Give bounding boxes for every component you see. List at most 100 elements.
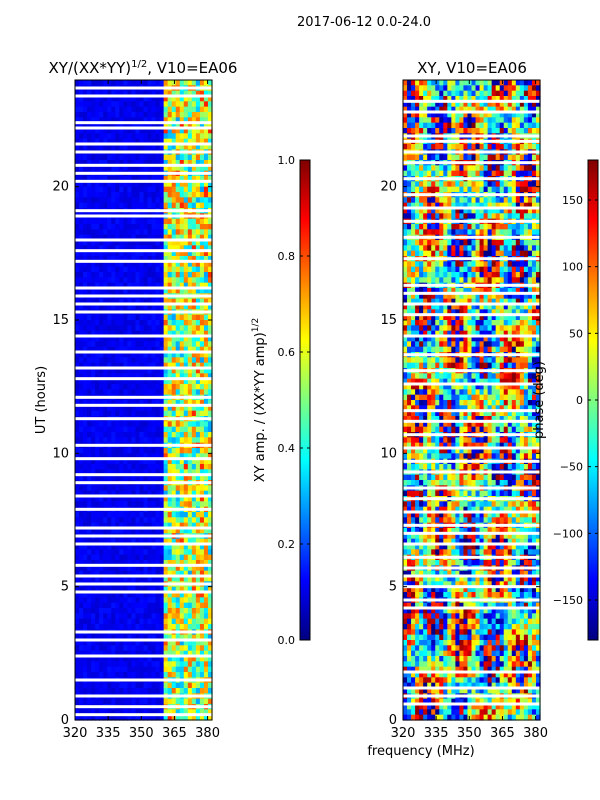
heatmap-cell [183,346,189,353]
heatmap-cell [135,176,141,182]
heatmap-cell [127,474,133,481]
heatmap-cell [75,682,80,689]
heatmap-cell [471,170,477,177]
heatmap-cell [155,176,161,182]
heatmap-cell [207,469,213,476]
heatmap-cell [91,96,96,102]
heatmap-cell [175,666,181,673]
heatmap-cell [187,234,193,241]
heatmap-cell [511,85,517,92]
heatmap-cell [103,490,108,497]
heatmap-cell [155,565,161,572]
heatmap-cell [115,672,120,678]
heatmap-cell [83,426,88,433]
heatmap-cell [111,362,116,369]
heatmap-cell [199,613,205,620]
heatmap-cell [167,101,173,108]
heatmap-cell [151,128,157,134]
heatmap-cell [79,122,84,129]
heatmap-cell [163,464,169,470]
heatmap-cell [191,160,197,166]
heatmap-cell [147,144,153,150]
heatmap-cell [103,666,108,673]
heatmap-cell [199,245,205,252]
heatmap-cell [199,362,205,369]
heatmap-cell [491,80,497,86]
heatmap-cell [79,458,84,465]
heatmap-cell [535,106,541,113]
heatmap-cell [203,144,209,150]
heatmap-cell [127,128,133,134]
heatmap-cell [155,709,161,716]
heatmap-cell [143,656,149,662]
heatmap-cell [179,336,185,342]
heatmap-cell [171,250,177,257]
heatmap-cell [155,714,161,721]
heatmap-cell [495,202,501,209]
heatmap-cell [75,362,80,369]
heatmap-cell [155,90,161,97]
heatmap-cell [91,549,96,556]
heatmap-cell [167,272,173,278]
heatmap-cell [123,266,128,273]
heatmap-cell [127,362,133,369]
heatmap-cell [123,565,128,572]
heatmap-cell [171,346,177,353]
heatmap-cell [179,405,185,412]
heatmap-cell [139,474,145,481]
heatmap-cell [155,634,161,641]
heatmap-cell [411,170,416,177]
heatmap-cell [187,277,193,284]
heatmap-cell [147,336,153,342]
heatmap-cell [103,160,108,166]
heatmap-cell [79,624,84,630]
heatmap-cell [503,90,509,97]
heatmap-cell [79,421,84,428]
heatmap-cell [423,117,428,124]
heatmap-cell [99,405,104,412]
flagged-time-row [75,705,212,709]
heatmap-cell [503,181,509,188]
flagged-time-row [75,534,212,538]
heatmap-cell [87,352,92,358]
heatmap-cell [447,117,452,124]
heatmap-cell [507,154,513,161]
heatmap-cell [171,538,177,545]
heatmap-cell [159,378,165,385]
heatmap-cell [99,277,104,284]
heatmap-cell [111,576,116,582]
heatmap-cell [79,453,84,460]
heatmap-cell [151,389,157,396]
heatmap-cell [207,160,213,166]
heatmap-cell [191,122,197,129]
heatmap-cell [523,117,529,124]
heatmap-cell [103,277,108,284]
heatmap-cell [407,154,412,161]
heatmap-cell [535,101,541,108]
heatmap-cell [151,560,157,566]
heatmap-cell [155,304,161,310]
heatmap-cell [475,186,481,193]
heatmap-cell [171,634,177,641]
heatmap-cell [203,549,209,556]
heatmap-cell [183,544,189,550]
heatmap-cell [83,266,88,273]
heatmap-cell [99,352,104,358]
heatmap-cell [159,245,165,252]
heatmap-cell [139,688,145,694]
heatmap-cell [79,538,84,545]
heatmap-cell [167,400,173,406]
heatmap-cell [135,437,141,444]
heatmap-cell [179,357,185,364]
heatmap-cell [99,357,104,364]
heatmap-cell [75,410,80,417]
heatmap-cell [151,709,157,716]
heatmap-cell [419,197,424,204]
heatmap-cell [163,384,169,390]
heatmap-cell [127,608,133,614]
heatmap-cell [119,186,124,193]
heatmap-cell [159,517,165,524]
heatmap-cell [179,453,185,460]
left-x-axis: 320 335 350 365 380 [63,80,220,741]
heatmap-cell [171,186,177,193]
